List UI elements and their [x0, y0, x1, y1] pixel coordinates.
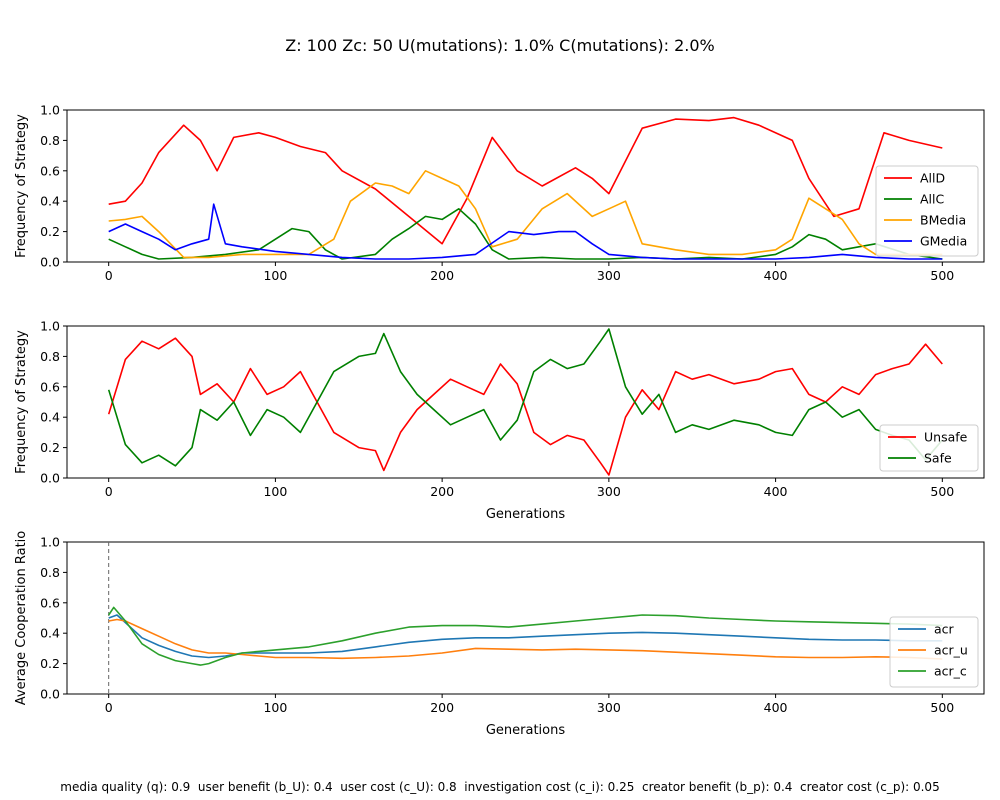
chart3-legend [889, 616, 979, 688]
chart1-xtick-label: 0 [105, 268, 113, 283]
chart3-xtick-label: 100 [263, 700, 287, 715]
chart1-series-bmedia [108, 170, 943, 259]
chart2-series-unsafe [107, 337, 943, 476]
chart3-ytick-label: 1.0 [40, 535, 60, 550]
chart2-ytick-label: 0.0 [40, 471, 60, 486]
chart2-xtick-label: 0 [105, 484, 113, 499]
chart3-legend-label: acr [934, 622, 955, 637]
chart1-ytick-label: 0.2 [40, 224, 60, 239]
figure-title: Z: 100 Zc: 50 U(mutations): 1.0% C(mutat… [285, 36, 715, 55]
chart2-xtick-label: 400 [764, 484, 788, 499]
parameter-footer: media quality (q): 0.9 user benefit (b_U… [60, 780, 940, 794]
chart2-axes-frame [66, 325, 985, 479]
chart3-legend-label: acr_u [934, 643, 968, 658]
chart2-ytick-label: 0.8 [40, 349, 60, 364]
chart2-ytick-label: 0.6 [40, 379, 60, 394]
chart2-xtick-label: 300 [597, 484, 621, 499]
chart1-legend-label: AllC [920, 192, 944, 207]
chart2-xtick-label: 500 [930, 484, 954, 499]
chart3-legend-label: acr_c [934, 664, 967, 679]
chart1-ytick-label: 0.8 [40, 133, 60, 148]
chart2-xtick-label: 100 [263, 484, 287, 499]
chart1-series-gmedia [108, 203, 943, 260]
chart2-xlabel: Generations [486, 507, 566, 522]
chart1-xtick-label: 500 [930, 268, 954, 283]
chart3-xlabel: Generations [486, 723, 566, 738]
chart3-series-acr [108, 614, 943, 659]
chart1-legend [875, 165, 979, 257]
chart3-series-acr_c [108, 606, 943, 666]
chart3-axes-frame [66, 541, 985, 695]
chart1-ytick-label: 0.4 [40, 194, 60, 209]
chart2-ytick-label: 0.2 [40, 440, 60, 455]
chart2-xtick-label: 200 [430, 484, 454, 499]
chart1-axes-frame [66, 109, 985, 263]
chart3-xtick-label: 400 [764, 700, 788, 715]
chart3-xtick-label: 500 [930, 700, 954, 715]
chart1-ytick-label: 0.0 [40, 255, 60, 270]
chart3-ytick-label: 0.6 [40, 595, 60, 610]
chart2-series-safe [107, 328, 943, 467]
chart3-ylabel: Average Cooperation Ratio [14, 531, 29, 706]
chart3-series-acr_u [108, 618, 943, 660]
chart1-legend-label: GMedia [920, 234, 967, 249]
chart1-xtick-label: 100 [263, 268, 287, 283]
chart1-legend-label: AllD [920, 171, 945, 186]
chart1-xtick-label: 200 [430, 268, 454, 283]
chart3-xtick-label: 200 [430, 700, 454, 715]
chart1-series-alld [108, 116, 943, 245]
chart3-xtick-label: 0 [105, 700, 113, 715]
chart1-xtick-label: 400 [764, 268, 788, 283]
chart2-ytick-label: 0.4 [40, 410, 60, 425]
chart2-legend-label: Safe [924, 451, 952, 466]
chart3-ytick-label: 0.4 [40, 626, 60, 641]
chart1-legend-label: BMedia [920, 213, 966, 228]
chart1-xtick-label: 300 [597, 268, 621, 283]
chart3-xtick-label: 300 [597, 700, 621, 715]
chart1-series-allc [108, 208, 943, 260]
chart3-ytick-label: 0.0 [40, 687, 60, 702]
chart3-ytick-label: 0.8 [40, 565, 60, 580]
chart1-ylabel: Frequency of Strategy [14, 114, 29, 258]
chart2-legend-label: Unsafe [924, 430, 968, 445]
chart1-ytick-label: 0.6 [40, 163, 60, 178]
chart2-ylabel: Frequency of Strategy [14, 330, 29, 474]
chart3-ytick-label: 0.2 [40, 656, 60, 671]
chart2-ytick-label: 1.0 [40, 319, 60, 334]
chart1-ytick-label: 1.0 [40, 103, 60, 118]
